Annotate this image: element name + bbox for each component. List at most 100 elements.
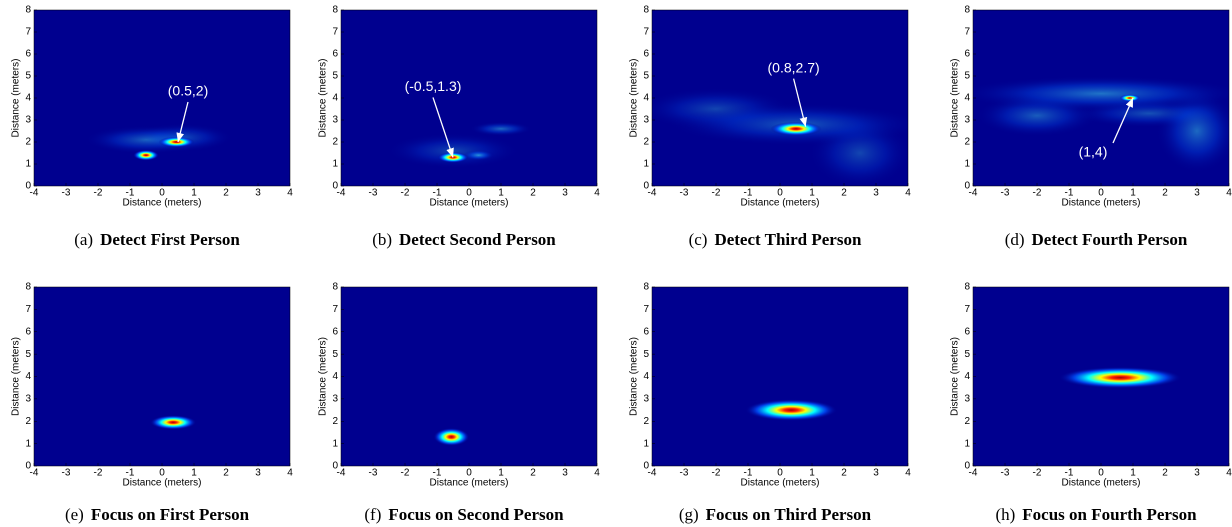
caption-label: (g) — [679, 505, 699, 524]
x-tick-label: -4 — [969, 468, 978, 479]
caption-label: (h) — [995, 505, 1015, 524]
heat-layer — [433, 427, 470, 446]
panel: -4 -3 -2 -1 0 1 2 3 4 0 1 2 3 4 5 6 7 8 Distance (meters) D… — [11, 282, 294, 524]
caption-title: Focus on First Person — [91, 505, 250, 524]
caption: (h) Focus on Fourth Person — [995, 505, 1197, 524]
x-tick-label: -4 — [30, 188, 39, 199]
intensity-spot — [133, 149, 159, 161]
panel: -4 -3 -2 -1 0 1 2 3 4 0 1 2 3 4 5 6 7 8 Distance (meters) D… — [629, 5, 912, 249]
y-tick-label: 2 — [332, 137, 338, 148]
y-tick-label: 3 — [25, 115, 31, 126]
y-tick-label: 6 — [964, 49, 970, 60]
y-tick-label: 8 — [332, 282, 338, 293]
x-tick-label: 1 — [809, 468, 815, 479]
caption-title: Focus on Second Person — [388, 505, 564, 524]
y-tick-label: 6 — [25, 49, 31, 60]
y-tick-label: 4 — [25, 93, 31, 104]
x-tick-label: -2 — [401, 468, 410, 479]
y-tick-label: 0 — [332, 461, 338, 472]
intensity-spot — [433, 427, 470, 446]
caption: (b) Detect Second Person — [372, 230, 556, 249]
y-tick-label: 7 — [25, 304, 31, 315]
y-tick-label: 4 — [643, 93, 649, 104]
y-tick-label: 8 — [964, 5, 970, 16]
y-tick-label: 3 — [25, 394, 31, 405]
x-tick-label: 3 — [873, 468, 879, 479]
x-tick-label: 2 — [1162, 468, 1168, 479]
y-tick-label: 7 — [964, 304, 970, 315]
x-tick-label: -3 — [680, 468, 689, 479]
caption-title: Detect Fourth Person — [1032, 230, 1188, 249]
y-tick-label: 3 — [643, 394, 649, 405]
y-tick-label: 1 — [332, 159, 338, 170]
x-tick-label: -2 — [1033, 188, 1042, 199]
x-tick-label: -3 — [369, 468, 378, 479]
y-tick-label: 2 — [332, 416, 338, 427]
y-tick-label: 4 — [643, 371, 649, 382]
y-tick-label: 3 — [332, 115, 338, 126]
x-tick-label: -2 — [401, 188, 410, 199]
y-tick-label: 6 — [332, 326, 338, 337]
caption-label: (f) — [364, 505, 381, 524]
x-tick-label: -2 — [712, 468, 721, 479]
intensity-spot — [463, 149, 494, 161]
y-axis-label: Distance (meters) — [950, 59, 961, 138]
y-tick-label: 8 — [332, 5, 338, 16]
y-tick-label: 3 — [964, 115, 970, 126]
annotation-label: (1,4) — [1079, 144, 1108, 160]
intensity-spot — [1058, 366, 1182, 389]
caption: (d) Detect Fourth Person — [1005, 230, 1188, 249]
caption-title: Detect Second Person — [399, 230, 556, 249]
y-tick-label: 2 — [964, 137, 970, 148]
x-tick-label: -1 — [433, 188, 442, 199]
y-tick-label: 4 — [964, 371, 970, 382]
annotation-arrow — [432, 97, 454, 158]
x-axis-label: Distance (meters) — [123, 478, 202, 489]
y-tick-label: 6 — [332, 49, 338, 60]
x-tick-label: -1 — [126, 188, 135, 199]
y-tick-label: 7 — [332, 27, 338, 38]
x-tick-label: 4 — [1226, 468, 1232, 479]
caption: (f) Focus on Second Person — [364, 505, 564, 524]
y-tick-label: 3 — [643, 115, 649, 126]
intensity-spot — [386, 133, 520, 169]
y-tick-label: 5 — [643, 71, 649, 82]
y-axis-label: Distance (meters) — [950, 337, 961, 416]
y-tick-label: 0 — [964, 461, 970, 472]
x-tick-label: 4 — [594, 468, 600, 479]
y-tick-label: 8 — [643, 5, 649, 16]
plot-background — [652, 287, 908, 466]
plot-background — [34, 287, 290, 466]
y-tick-label: 2 — [964, 416, 970, 427]
panel: -4 -3 -2 -1 0 1 2 3 4 0 1 2 3 4 5 6 7 8 Distance (meters) D… — [318, 5, 601, 249]
panel: -4 -3 -2 -1 0 1 2 3 4 0 1 2 3 4 5 6 7 8 Distance (meters) D… — [629, 282, 912, 524]
heat-layer — [652, 87, 908, 186]
x-tick-label: 2 — [223, 468, 229, 479]
y-tick-label: 2 — [25, 416, 31, 427]
caption-label: (c) — [689, 230, 708, 249]
x-tick-label: -4 — [30, 468, 39, 479]
x-axis-label: Distance (meters) — [430, 198, 509, 209]
y-tick-label: 5 — [643, 349, 649, 360]
y-tick-label: 5 — [332, 71, 338, 82]
y-tick-label: 2 — [25, 137, 31, 148]
y-tick-label: 0 — [643, 181, 649, 192]
x-tick-label: 1 — [1130, 468, 1136, 479]
x-tick-label: -3 — [62, 468, 71, 479]
y-tick-label: 0 — [25, 461, 31, 472]
caption-label: (e) — [65, 505, 84, 524]
x-tick-label: 4 — [905, 188, 911, 199]
x-tick-label: 0 — [1098, 468, 1104, 479]
y-tick-label: 6 — [25, 326, 31, 337]
x-tick-label: 4 — [1226, 188, 1232, 199]
x-tick-label: -3 — [680, 188, 689, 199]
y-tick-label: 7 — [643, 304, 649, 315]
x-tick-label: -2 — [1033, 468, 1042, 479]
y-tick-label: 8 — [25, 5, 31, 16]
y-axis-label: Distance (meters) — [318, 337, 329, 416]
x-tick-label: -2 — [712, 188, 721, 199]
intensity-spot — [1119, 94, 1141, 102]
y-tick-label: 1 — [964, 438, 970, 449]
caption-title: Focus on Third Person — [706, 505, 872, 524]
